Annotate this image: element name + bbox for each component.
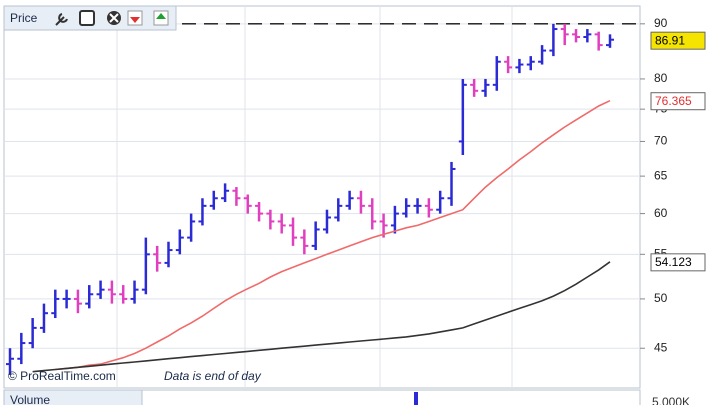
ohlc-bar — [17, 332, 26, 365]
ohlc-bar — [39, 303, 48, 333]
ohlc-bar — [96, 280, 105, 299]
ohlc-bar — [481, 78, 490, 97]
ohlc-bar — [51, 289, 60, 319]
ohlc-bar — [549, 23, 558, 57]
y-tick-label: 70 — [654, 134, 668, 148]
ohlc-bar — [526, 56, 535, 71]
ohlc-bar — [311, 221, 320, 251]
settings-icon[interactable] — [55, 13, 68, 26]
ohlc-bar — [175, 229, 184, 255]
price-marker — [650, 31, 706, 50]
price-panel — [3, 5, 641, 389]
ohlc-bar — [424, 198, 433, 218]
ohlc-bar — [368, 198, 377, 230]
vertical-grid — [116, 6, 513, 388]
toolbar: Price — [3, 5, 177, 31]
ohlc-bar — [164, 241, 173, 268]
ohlc-bar — [85, 285, 94, 309]
ohlc-bar — [62, 289, 71, 309]
moving-average — [32, 261, 611, 373]
ohlc-bar — [289, 217, 298, 246]
ohlc-bar — [447, 161, 456, 206]
ohlc-bar — [458, 78, 467, 156]
ohlc-bar — [606, 34, 614, 48]
ohlc-bar — [153, 245, 162, 272]
plot — [4, 23, 640, 375]
ohlc-bar — [504, 56, 513, 74]
y-tick-label: 45 — [654, 340, 668, 354]
ohlc-bar — [515, 58, 524, 74]
ohlc-bar — [413, 198, 422, 214]
ohlc-bar — [345, 190, 354, 210]
price-marker — [650, 92, 706, 111]
ohlc-bar — [119, 285, 128, 304]
ohlc-bar — [209, 190, 218, 210]
ohlc-bar — [243, 194, 252, 214]
y-tick-label: 90 — [654, 16, 668, 30]
ohlc-bar — [107, 280, 116, 304]
price-marker — [650, 253, 706, 272]
ohlc-bar — [322, 209, 331, 234]
ohlc-bar — [6, 348, 14, 375]
volume-bar — [414, 392, 418, 405]
price-marker-label: 86.91 — [655, 33, 685, 47]
ohlc-bar — [141, 237, 150, 295]
up-arrow — [156, 13, 166, 19]
down-arrow — [130, 17, 140, 23]
panel-label: Price — [10, 11, 38, 25]
ohlc-bar — [334, 198, 343, 222]
ohlc-bar — [538, 45, 547, 65]
moving-average — [55, 99, 611, 371]
ohlc-bar — [390, 205, 399, 234]
maximize-icon[interactable] — [79, 10, 95, 26]
ohlc-bar — [221, 183, 230, 203]
ohlc-bar — [266, 209, 275, 230]
price-marker-label: 54.123 — [655, 255, 692, 269]
close-x — [109, 13, 119, 23]
ohlc-bar — [436, 190, 445, 214]
footer-note: Data is end of day — [164, 369, 262, 383]
footer: © ProRealTime.com — [8, 369, 116, 383]
volume-toolbar — [3, 389, 143, 405]
ohlc-bar — [470, 78, 479, 97]
ohlc-bar — [130, 280, 139, 304]
y-tick-label: 50 — [654, 291, 668, 305]
volume-tick: 5,000K — [652, 395, 690, 405]
ohlc-bar — [583, 29, 592, 43]
ohlc-bar — [356, 190, 365, 214]
y-tick-label: 80 — [654, 71, 668, 85]
ohlc-bar — [28, 318, 37, 349]
ohlc-bar — [187, 213, 196, 242]
ohlc-bar — [198, 198, 207, 226]
ohlc-bar — [560, 23, 569, 46]
price-marker-label: 76.365 — [655, 94, 692, 108]
y-tick-label: 65 — [654, 168, 668, 182]
ohlc-bar — [300, 229, 309, 255]
volume-label: Volume — [10, 393, 50, 405]
ohlc-bar — [572, 29, 581, 43]
ohlc-bar — [277, 213, 286, 234]
ohlc-bar — [232, 187, 241, 206]
y-tick-label: 60 — [654, 206, 668, 220]
ohlc-bar — [492, 56, 501, 91]
ohlc-bar — [73, 289, 82, 314]
ohlc-bar — [402, 198, 411, 218]
ohlc-bar — [255, 202, 264, 222]
ohlc-bar — [594, 31, 603, 51]
